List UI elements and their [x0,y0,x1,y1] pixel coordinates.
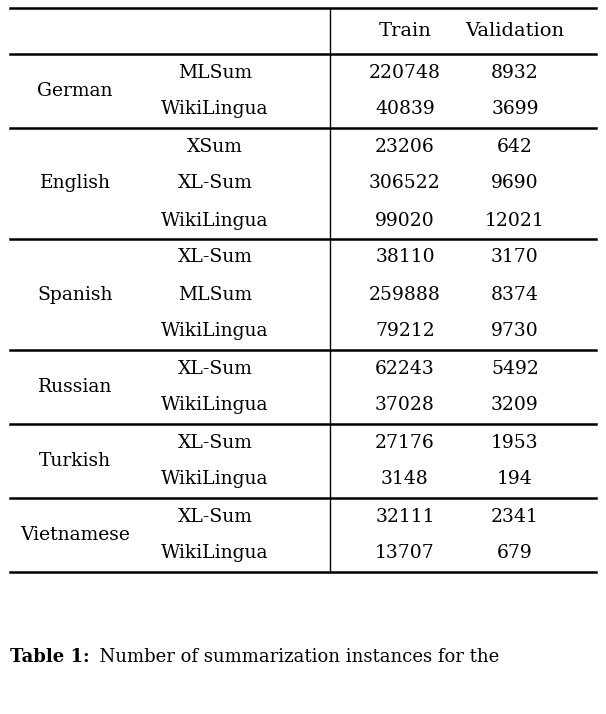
Text: 13707: 13707 [375,545,435,563]
Text: WikiLingua: WikiLingua [161,323,268,341]
Text: XSum: XSum [187,138,243,156]
Text: Train: Train [379,22,431,40]
Text: XL-Sum: XL-Sum [178,508,253,526]
Text: WikiLingua: WikiLingua [161,545,268,563]
Text: 259888: 259888 [369,286,441,303]
Text: 306522: 306522 [369,174,441,193]
Text: Turkish: Turkish [39,452,111,470]
Text: MLSum: MLSum [178,286,252,303]
Text: 27176: 27176 [375,433,435,451]
Text: Number of summarization instances for the: Number of summarization instances for th… [88,648,499,666]
Text: 3699: 3699 [491,101,539,119]
Text: 3148: 3148 [381,471,429,488]
Text: 79212: 79212 [375,323,435,341]
Text: 5492: 5492 [491,360,539,378]
Text: 8932: 8932 [491,64,539,81]
Text: English: English [39,174,110,193]
Text: 32111: 32111 [375,508,435,526]
Text: 3209: 3209 [491,396,539,415]
Text: 23206: 23206 [375,138,435,156]
Text: 40839: 40839 [375,101,435,119]
Text: XL-Sum: XL-Sum [178,433,253,451]
Text: Table 1:: Table 1: [10,648,90,666]
Text: WikiLingua: WikiLingua [161,471,268,488]
Text: 679: 679 [497,545,533,563]
Text: 62243: 62243 [375,360,435,378]
Text: 220748: 220748 [369,64,441,81]
Text: XL-Sum: XL-Sum [178,174,253,193]
Text: 99020: 99020 [375,211,435,229]
Text: XL-Sum: XL-Sum [178,360,253,378]
Text: 3170: 3170 [491,248,539,266]
Text: WikiLingua: WikiLingua [161,101,268,119]
Text: 12021: 12021 [485,211,545,229]
Text: XL-Sum: XL-Sum [178,248,253,266]
Text: MLSum: MLSum [178,64,252,81]
Text: 9690: 9690 [491,174,539,193]
Text: 194: 194 [497,471,533,488]
Text: 8374: 8374 [491,286,539,303]
Text: 9730: 9730 [491,323,539,341]
Text: 2341: 2341 [491,508,539,526]
Text: Spanish: Spanish [37,286,113,303]
Text: 38110: 38110 [375,248,435,266]
Text: WikiLingua: WikiLingua [161,211,268,229]
Text: Russian: Russian [38,378,112,396]
Text: Validation: Validation [465,22,565,40]
Text: 37028: 37028 [375,396,435,415]
Text: 1953: 1953 [491,433,539,451]
Text: 642: 642 [497,138,533,156]
Text: German: German [37,82,113,100]
Text: WikiLingua: WikiLingua [161,396,268,415]
Text: Vietnamese: Vietnamese [20,526,130,544]
